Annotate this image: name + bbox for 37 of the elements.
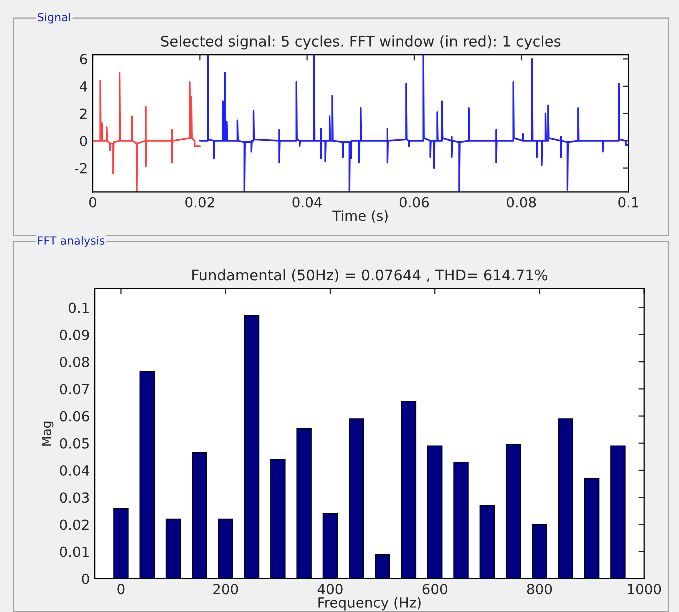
y-tick-label: 0.07: [60, 384, 90, 395]
x-axis-title: Frequency (Hz): [318, 597, 421, 611]
x-tick-label: 0.04: [292, 197, 322, 208]
text: Signal: [38, 12, 70, 24]
text: FFT analysis: [38, 236, 105, 248]
y-tick-label: 0.06: [60, 411, 90, 422]
y-tick-label: 0.04: [60, 465, 90, 476]
line-series: [93, 72, 202, 192]
y-tick-label: 4: [80, 82, 88, 92]
x-tick-label: 0.06: [400, 197, 430, 208]
x-tick-label: 200: [214, 584, 238, 595]
y-axis-title: Mag: [42, 422, 54, 446]
x-tick-label: 800: [527, 584, 552, 595]
x-tick-label: 0: [118, 584, 125, 595]
y-tick-label: 0: [80, 136, 88, 146]
x-tick-label: 0.08: [507, 197, 536, 208]
line-series: [199, 55, 629, 192]
x-tick-label: 400: [318, 584, 343, 595]
y-tick-label: 0.08: [60, 357, 90, 368]
chart-title: Selected signal: 5 cycles. FFT window (in red): 1 cycles: [161, 36, 561, 50]
chart-title: Fundamental (50Hz) = 0.07644 , THD= 614.71%: [192, 269, 548, 282]
y-tick-label: 6: [80, 54, 88, 65]
x-tick-label: 0: [90, 197, 97, 208]
y-tick-label: 0.05: [60, 438, 89, 449]
y-tick-label: -2: [74, 163, 87, 174]
x-tick-label: 0.1: [618, 197, 639, 208]
x-axis-title: Time (s): [332, 210, 388, 223]
y-tick-label: 2: [80, 108, 87, 120]
x-tick-label: 1000: [628, 584, 662, 595]
x-tick-label: 0.02: [186, 197, 214, 208]
y-tick-label: 0.1: [69, 302, 89, 314]
y-tick-label: 0.03: [60, 492, 90, 504]
y-tick-label: 0: [82, 574, 90, 584]
y-tick-label: 0.09: [60, 330, 90, 340]
y-tick-label: 0.01: [60, 546, 89, 558]
x-tick-label: 600: [422, 584, 448, 595]
y-tick-label: 0.02: [60, 520, 89, 530]
